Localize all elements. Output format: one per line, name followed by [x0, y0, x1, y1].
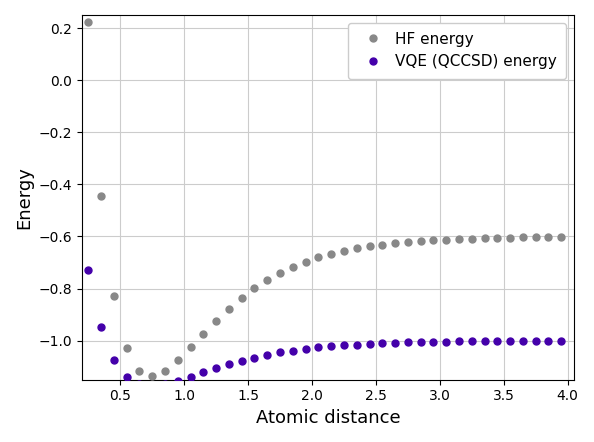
- X-axis label: Atomic distance: Atomic distance: [255, 409, 400, 427]
- HF energy: [405, 239, 412, 244]
- HF energy: [289, 264, 296, 270]
- VQE (QCCSD) energy: [123, 374, 130, 380]
- HF energy: [315, 255, 322, 260]
- VQE (QCCSD) energy: [417, 339, 424, 345]
- VQE (QCCSD) energy: [213, 366, 220, 371]
- HF energy: [328, 251, 335, 256]
- VQE (QCCSD) energy: [443, 339, 450, 344]
- HF energy: [200, 331, 207, 336]
- VQE (QCCSD) energy: [85, 268, 92, 273]
- VQE (QCCSD) energy: [200, 370, 207, 375]
- Legend: HF energy, VQE (QCCSD) energy: HF energy, VQE (QCCSD) energy: [348, 23, 567, 79]
- HF energy: [174, 358, 181, 363]
- HF energy: [545, 234, 552, 240]
- VQE (QCCSD) energy: [225, 362, 232, 367]
- VQE (QCCSD) energy: [468, 339, 475, 344]
- VQE (QCCSD) energy: [187, 374, 194, 379]
- VQE (QCCSD) energy: [97, 324, 105, 330]
- HF energy: [251, 286, 258, 291]
- HF energy: [532, 235, 539, 240]
- VQE (QCCSD) energy: [238, 358, 245, 363]
- VQE (QCCSD) energy: [391, 340, 399, 346]
- HF energy: [519, 235, 526, 240]
- VQE (QCCSD) energy: [494, 339, 501, 344]
- VQE (QCCSD) energy: [148, 383, 156, 389]
- VQE (QCCSD) energy: [379, 341, 386, 346]
- VQE (QCCSD) energy: [519, 338, 526, 343]
- HF energy: [507, 235, 514, 240]
- HF energy: [379, 242, 386, 247]
- HF energy: [162, 368, 169, 373]
- HF energy: [213, 318, 220, 324]
- HF energy: [85, 20, 92, 25]
- HF energy: [391, 240, 399, 246]
- VQE (QCCSD) energy: [276, 350, 283, 355]
- HF energy: [353, 246, 361, 251]
- Line: HF energy: HF energy: [85, 19, 565, 379]
- VQE (QCCSD) energy: [289, 348, 296, 353]
- HF energy: [148, 373, 156, 378]
- VQE (QCCSD) energy: [251, 355, 258, 360]
- HF energy: [136, 368, 143, 373]
- VQE (QCCSD) energy: [532, 338, 539, 343]
- VQE (QCCSD) energy: [110, 357, 118, 362]
- HF energy: [494, 235, 501, 240]
- HF energy: [123, 345, 130, 351]
- HF energy: [481, 236, 488, 241]
- HF energy: [417, 238, 424, 244]
- VQE (QCCSD) energy: [366, 341, 373, 347]
- VQE (QCCSD) energy: [328, 344, 335, 349]
- HF energy: [558, 234, 565, 240]
- VQE (QCCSD) energy: [507, 339, 514, 344]
- HF energy: [468, 236, 475, 241]
- VQE (QCCSD) energy: [558, 338, 565, 343]
- VQE (QCCSD) energy: [315, 345, 322, 350]
- HF energy: [430, 237, 437, 243]
- VQE (QCCSD) energy: [456, 339, 463, 344]
- Y-axis label: Energy: Energy: [15, 166, 33, 229]
- VQE (QCCSD) energy: [481, 339, 488, 344]
- HF energy: [302, 259, 309, 264]
- HF energy: [97, 194, 105, 199]
- VQE (QCCSD) energy: [162, 382, 169, 387]
- Line: VQE (QCCSD) energy: VQE (QCCSD) energy: [85, 267, 565, 389]
- HF energy: [238, 295, 245, 301]
- VQE (QCCSD) energy: [302, 346, 309, 351]
- HF energy: [456, 236, 463, 242]
- VQE (QCCSD) energy: [264, 352, 271, 358]
- HF energy: [264, 277, 271, 282]
- HF energy: [225, 306, 232, 311]
- HF energy: [366, 244, 373, 249]
- VQE (QCCSD) energy: [340, 343, 347, 348]
- VQE (QCCSD) energy: [353, 342, 361, 347]
- VQE (QCCSD) energy: [405, 340, 412, 345]
- VQE (QCCSD) energy: [136, 381, 143, 387]
- HF energy: [340, 248, 347, 254]
- HF energy: [110, 293, 118, 298]
- HF energy: [276, 270, 283, 275]
- VQE (QCCSD) energy: [545, 338, 552, 343]
- VQE (QCCSD) energy: [430, 339, 437, 344]
- VQE (QCCSD) energy: [174, 378, 181, 384]
- HF energy: [187, 345, 194, 350]
- HF energy: [443, 237, 450, 242]
